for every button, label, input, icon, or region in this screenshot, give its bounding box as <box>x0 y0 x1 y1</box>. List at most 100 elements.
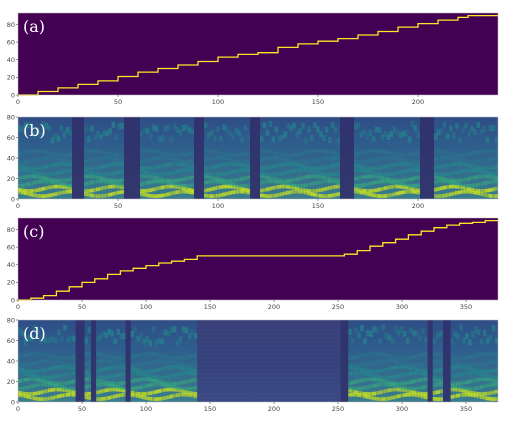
harmonic-band <box>166 171 171 176</box>
harmonic-band <box>154 176 159 180</box>
harmonic-band <box>101 367 106 372</box>
harmonic-band <box>459 361 463 366</box>
harmonic-band <box>151 194 156 198</box>
harmonic-band <box>69 389 73 394</box>
harmonic-band <box>433 157 438 161</box>
harmonic-band <box>86 170 91 175</box>
formant-patch <box>359 131 364 138</box>
harmonic-band <box>468 387 472 391</box>
harmonic-band <box>491 368 496 373</box>
harmonic-band <box>310 166 314 170</box>
pause-gap <box>427 320 433 402</box>
harmonic-band <box>369 369 373 374</box>
harmonic-band <box>203 166 208 171</box>
harmonic-band <box>184 176 189 181</box>
harmonic-band <box>26 149 31 154</box>
harmonic-band <box>283 162 287 166</box>
harmonic-band <box>384 382 389 387</box>
harmonic-band <box>190 391 195 396</box>
harmonic-band <box>68 189 73 194</box>
harmonic-band <box>395 191 400 196</box>
harmonic-band <box>184 355 189 359</box>
harmonic-band <box>139 192 144 196</box>
harmonic-band <box>104 375 109 380</box>
formant-patch <box>44 337 49 344</box>
harmonic-band <box>136 386 141 390</box>
harmonic-band <box>301 175 305 180</box>
harmonic-band <box>151 359 156 364</box>
harmonic-band <box>354 366 358 371</box>
harmonic-band <box>395 181 400 186</box>
harmonic-band <box>178 185 183 190</box>
harmonic-band <box>231 185 235 189</box>
formant-patch <box>44 122 49 129</box>
harmonic-band <box>485 171 490 175</box>
harmonic-band <box>184 189 189 194</box>
harmonic-band <box>65 189 70 194</box>
harmonic-band <box>307 189 311 193</box>
harmonic-band <box>321 172 326 176</box>
harmonic-band <box>169 381 174 386</box>
harmonic-band <box>324 149 329 154</box>
harmonic-band <box>462 389 466 393</box>
harmonic-band <box>491 397 496 401</box>
formant-patch <box>445 133 450 140</box>
formant-patch <box>494 337 498 344</box>
y-tick-label: 60 <box>7 134 15 142</box>
harmonic-band <box>209 175 214 180</box>
harmonic-band <box>292 159 296 163</box>
harmonic-band <box>380 172 385 177</box>
harmonic-band <box>119 386 123 390</box>
harmonic-band <box>435 378 440 383</box>
harmonic-band <box>190 363 195 368</box>
harmonic-band <box>377 175 382 180</box>
harmonic-band <box>178 356 183 360</box>
harmonic-band <box>402 372 407 377</box>
harmonic-band <box>396 360 401 364</box>
harmonic-band <box>104 396 109 401</box>
formant-patch <box>120 122 125 129</box>
harmonic-band <box>372 383 377 388</box>
harmonic-band <box>166 365 171 370</box>
harmonic-band <box>95 378 100 383</box>
harmonic-band <box>389 151 394 156</box>
harmonic-band <box>387 358 392 363</box>
formant-patch <box>488 125 493 132</box>
formant-patch <box>139 333 144 340</box>
harmonic-band <box>421 385 425 390</box>
harmonic-band <box>280 156 285 161</box>
harmonic-band <box>114 191 119 195</box>
harmonic-band <box>99 186 103 191</box>
formant-patch <box>413 125 418 132</box>
harmonic-band <box>313 158 317 163</box>
formant-patch <box>436 129 441 136</box>
harmonic-band <box>442 185 447 190</box>
x-tick-label: 250 <box>332 303 344 311</box>
harmonic-band <box>108 172 112 176</box>
harmonic-band <box>439 176 444 181</box>
harmonic-band <box>286 162 290 166</box>
harmonic-band <box>154 389 159 394</box>
harmonic-band <box>139 362 144 367</box>
harmonic-band <box>29 392 34 396</box>
y-tick-label: 40 <box>7 357 15 365</box>
harmonic-band <box>451 162 456 167</box>
harmonic-band <box>114 162 119 166</box>
harmonic-band <box>62 185 67 189</box>
formant-patch <box>384 332 389 339</box>
harmonic-band <box>274 193 279 198</box>
harmonic-band <box>363 363 367 367</box>
harmonic-band <box>368 174 373 179</box>
harmonic-band <box>102 193 106 198</box>
harmonic-band <box>485 148 490 153</box>
harmonic-band <box>66 388 70 393</box>
formant-patch <box>362 128 367 135</box>
harmonic-band <box>18 354 22 359</box>
harmonic-band <box>488 174 493 179</box>
harmonic-band <box>390 359 395 363</box>
harmonic-band <box>38 378 43 383</box>
harmonic-band <box>356 187 361 192</box>
harmonic-band <box>491 172 496 176</box>
harmonic-band <box>142 149 147 153</box>
harmonic-band <box>222 178 226 183</box>
